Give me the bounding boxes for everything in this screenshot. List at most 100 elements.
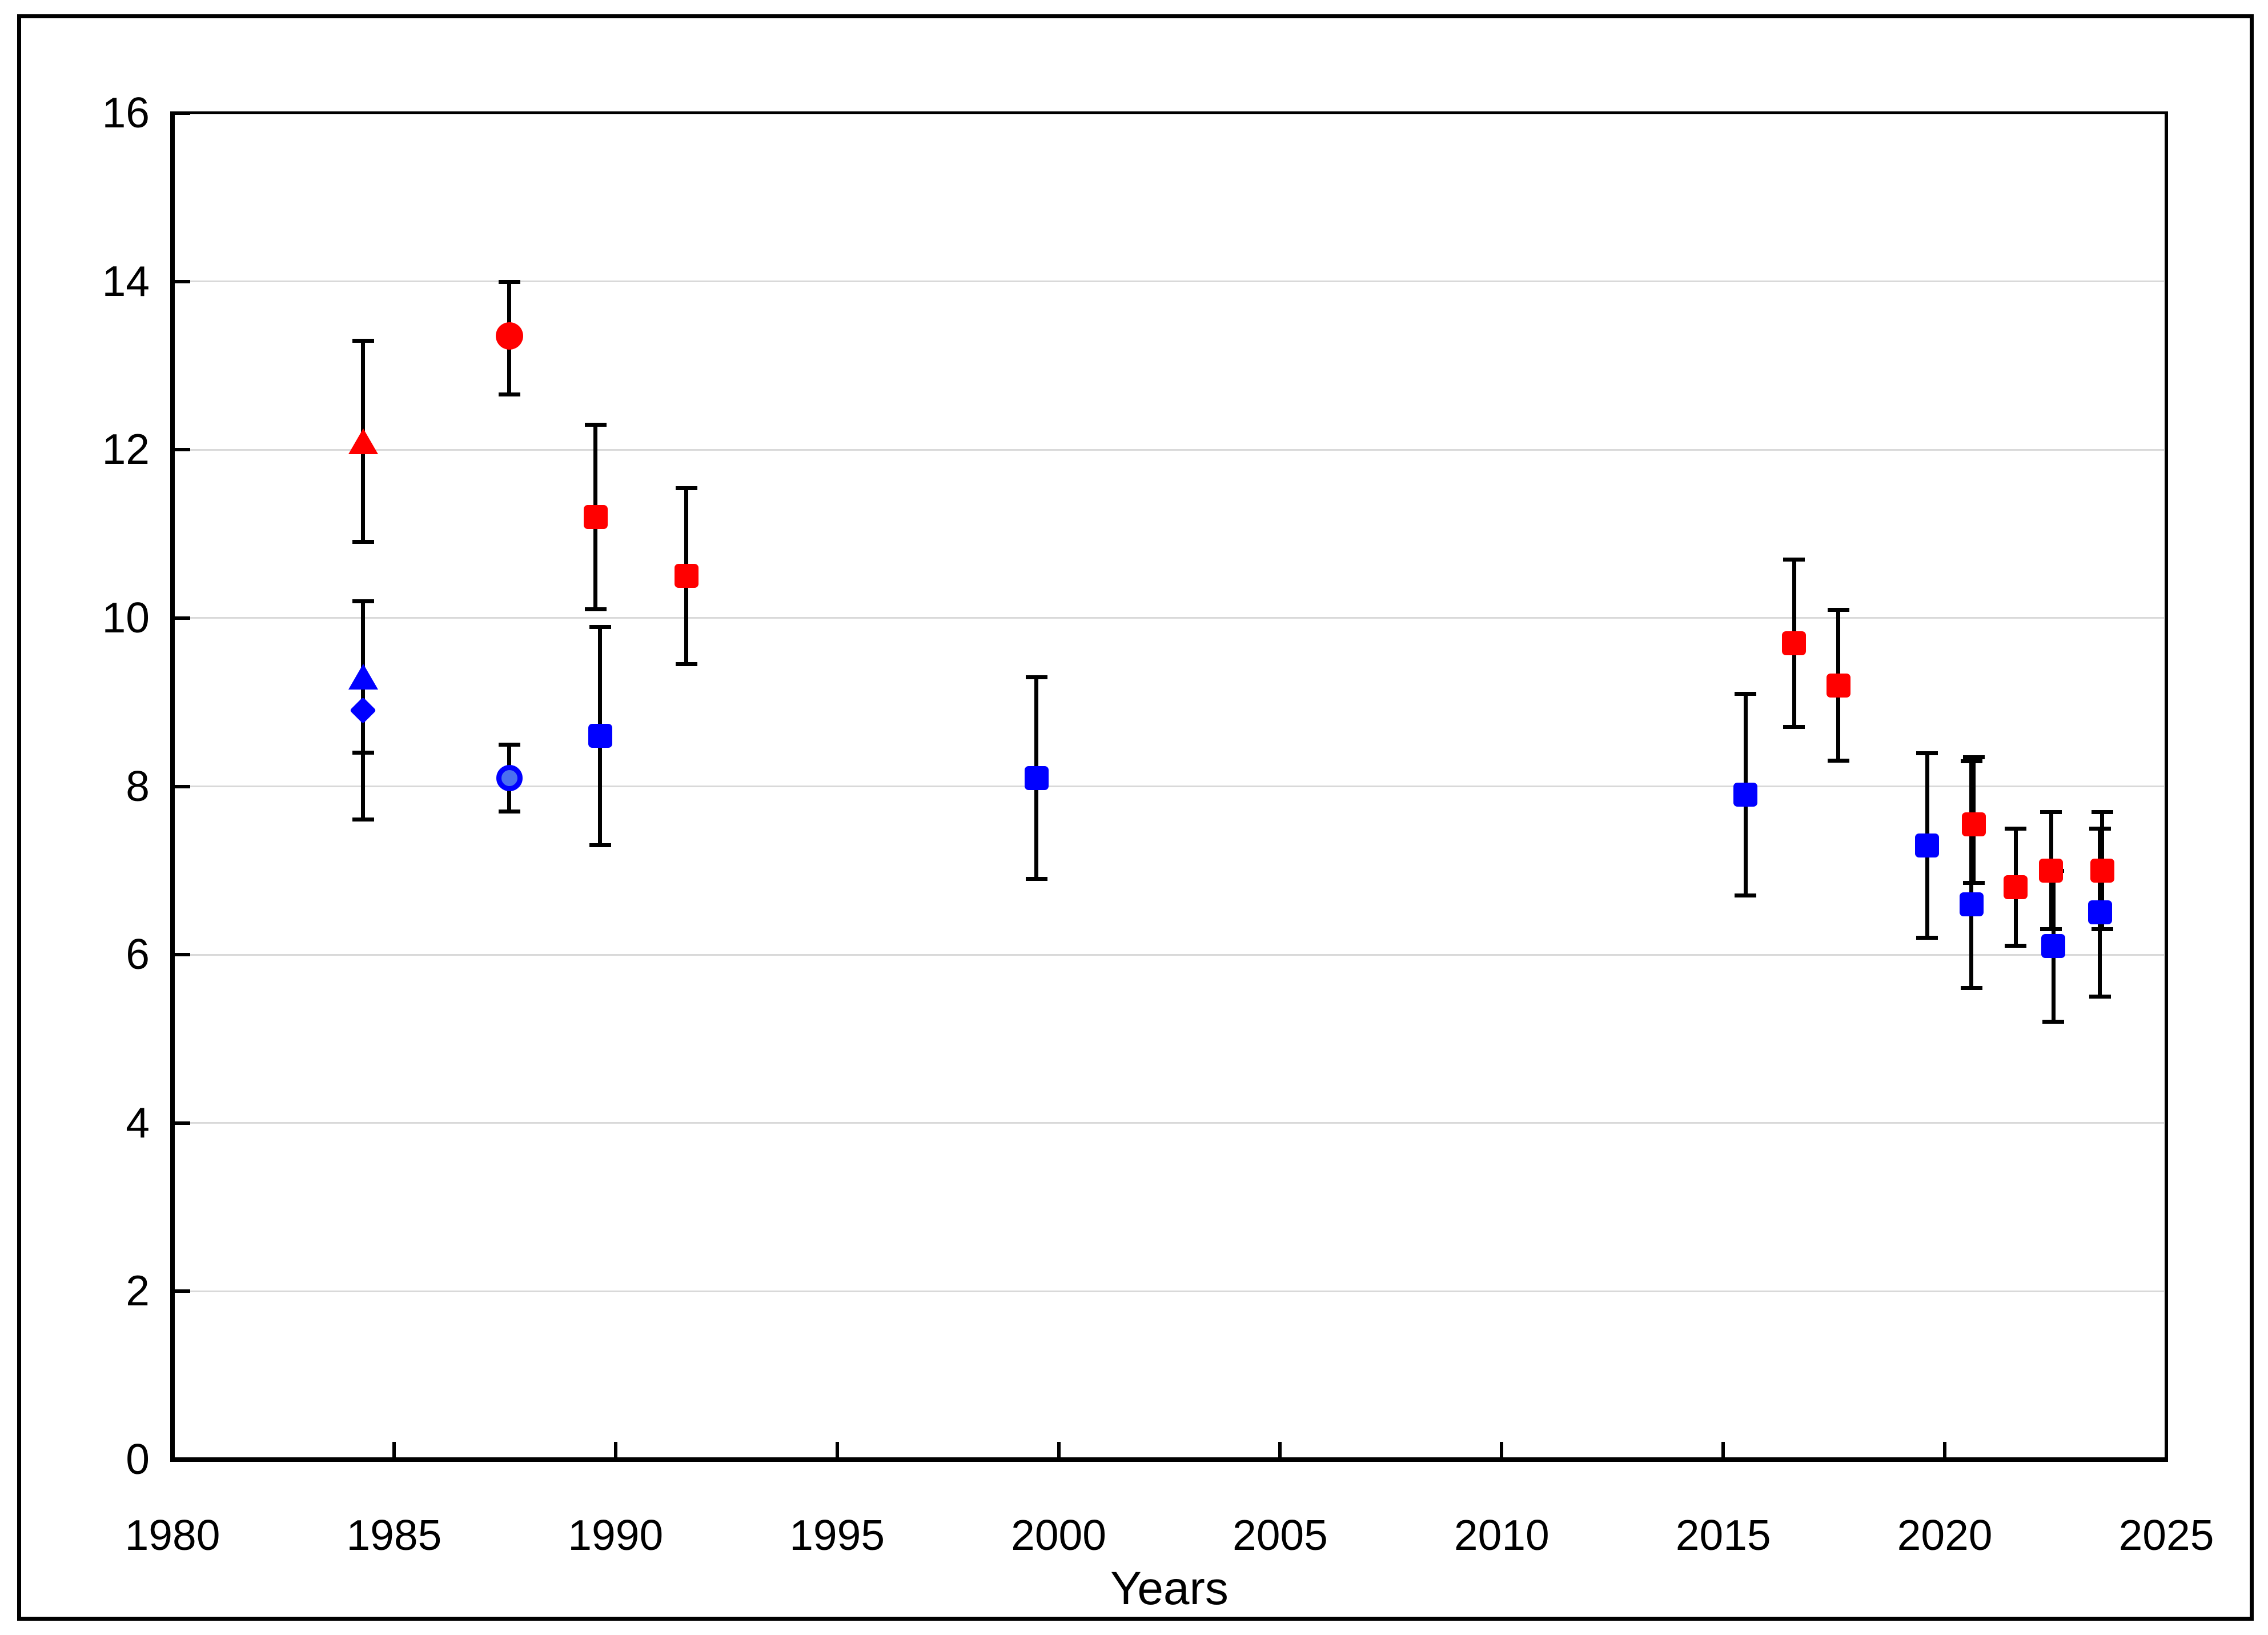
blue-series-square-marker [2088,900,2112,925]
red-series-error-cap-bottom [2005,944,2027,948]
y-axis-tick [175,111,190,115]
red-series-error-cap-top [1827,608,1849,612]
red-series-error-cap-top [498,279,520,284]
x-axis-tick [1943,1442,1947,1457]
blue-series-error-cap-bottom [1735,893,1756,897]
y-axis-tick [175,1121,190,1125]
x-tick-label: 1995 [789,1511,885,1559]
blue-series-error-cap-bottom [2042,1019,2065,1024]
y-gridline [175,448,2164,451]
y-gridline [175,1290,2164,1292]
y-tick-label: 6 [126,930,150,979]
blue-series-square-marker [1959,892,1984,916]
y-axis-tick [175,448,190,452]
y-tick-label: 16 [102,89,150,137]
plot-area-frame [170,111,2168,1462]
x-tick-label: 2015 [1675,1511,1771,1559]
red-series-error-cap-top [2040,810,2062,814]
x-axis-tick [1500,1442,1504,1457]
y-axis-tick [175,953,190,957]
red-series-error-cap-bottom [675,662,697,666]
y-gridline [175,953,2164,956]
blue-series-square-marker [1733,783,1757,807]
red-series-square-marker [1961,812,1986,836]
y-tick-label: 4 [126,1098,150,1147]
x-tick-label: 2010 [1454,1511,1550,1559]
red-series-error-cap-bottom [2040,927,2062,931]
y-tick-label: 2 [126,1267,150,1315]
y-gridline [175,1122,2164,1124]
x-axis-tick [392,1442,396,1457]
y-tick-label: 0 [126,1435,150,1483]
red-series-error-cap-top [1962,755,1985,759]
x-tick-label: 1980 [125,1511,220,1559]
blue-series-error-cap-top [1960,759,1982,764]
x-axis-tick [1278,1442,1282,1457]
y-axis-tick [175,279,190,283]
y-axis-tick [175,616,190,620]
red-series-error-cap-top [2005,827,2027,831]
x-tick-label: 2005 [1233,1511,1328,1559]
red-series-error-cap-bottom [584,607,607,612]
red-series-circle-marker [495,322,523,350]
blue-series-error-cap-bottom [589,843,611,847]
blue-series-error-cap-bottom [1025,876,1047,881]
x-tick-label: 1985 [346,1511,442,1559]
x-axis-tick [1721,1442,1725,1457]
red-series-error-cap-bottom [498,392,520,397]
x-tick-label: 2000 [1011,1511,1106,1559]
blue-series-triangle-marker [348,663,378,690]
x-axis-tick [1057,1442,1061,1457]
blue-series-error-cap-top [1025,675,1047,679]
blue-series-error-cap-top [1916,751,1938,755]
blue-series-error-cap-bottom [352,818,374,822]
x-tick-label: 2025 [2118,1511,2214,1559]
red-series-error-cap-bottom [1783,725,1805,730]
red-series-square-marker [2039,858,2064,883]
blue-series-error-cap-top [352,599,374,604]
blue-series-square-marker [1915,833,1940,857]
red-series-square-marker [1782,631,1807,656]
red-series-error-cap-top [584,423,607,427]
blue-series-circle-outlined-marker [496,764,523,791]
y-gridline [175,786,2164,787]
blue-series-error-cap-top [2089,827,2111,831]
red-series-error-cap-top [2091,810,2113,814]
y-gridline [175,280,2164,283]
red-series-error-cap-top [675,486,697,490]
red-series-square-marker [674,564,699,588]
blue-series-error-cap-top [1735,692,1756,696]
red-series-triangle-marker [348,428,378,454]
blue-series-error-cap-top [589,624,611,629]
x-axis-tick [835,1442,839,1457]
blue-series-error-bar [1969,761,1974,989]
y-tick-label: 10 [102,593,150,642]
blue-series-error-cap-top [498,742,520,747]
y-gridline [175,617,2164,619]
blue-series-square-marker [588,724,612,748]
y-tick-label: 14 [102,257,150,305]
blue-series-square-marker [2041,934,2066,959]
red-series-square-marker [1826,673,1850,698]
red-series-square-marker [2004,875,2028,900]
red-series-error-cap-top [352,338,374,343]
x-axis-tick [613,1442,617,1457]
red-series-error-cap-bottom [1827,759,1849,763]
y-axis-tick [175,1289,190,1293]
red-series-square-marker [583,505,608,530]
y-axis-tick [175,784,190,788]
red-series-error-cap-bottom [1962,880,1985,885]
blue-series-error-cap-bottom [498,809,520,814]
blue-series-error-cap-bottom [2089,994,2111,999]
red-series-error-cap-bottom [352,540,374,544]
red-series-error-cap-top [1783,557,1805,562]
x-axis-title: Years [1110,1562,1229,1614]
blue-series-error-cap-bottom [1916,935,1938,940]
blue-series-error-cap-bottom [1960,986,1982,991]
x-tick-label: 1990 [568,1511,664,1559]
y-tick-label: 12 [102,425,150,474]
x-tick-label: 2020 [1897,1511,1993,1559]
red-series-square-marker [2090,858,2114,883]
blue-series-square-marker [1024,766,1049,790]
